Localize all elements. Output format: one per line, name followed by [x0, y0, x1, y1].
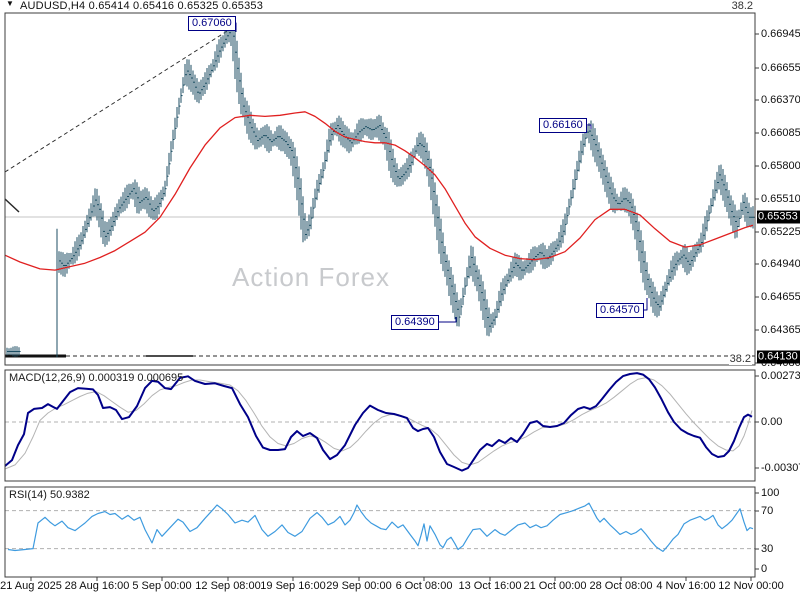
rsi-indicator-label: RSI(14) 50.9382 [9, 489, 90, 501]
price-axis-label: 0.00 [761, 416, 783, 428]
ma-line [4, 111, 754, 271]
rsi-line [7, 502, 754, 553]
price-axis-label: 0.65510 [761, 193, 800, 205]
time-axis-label: 4 Nov 16:00 [656, 580, 716, 592]
time-axis-label: 12 Sep 08:00 [195, 580, 261, 592]
price-axis-label: -0.003077 [761, 462, 800, 474]
price-axis-label: 0 [761, 563, 768, 575]
price-axis-label: 30 [761, 543, 774, 555]
time-axis-label: 21 Oct 00:00 [523, 580, 587, 592]
time-axis-label: 12 Nov 00:00 [718, 580, 784, 592]
price-annotation-box[interactable]: 0.64570 [596, 303, 644, 318]
macd-indicator-label: MACD(12,26,9) 0.000319 0.000695 [9, 372, 184, 384]
price-annotation-box[interactable]: 0.66160 [539, 118, 587, 133]
price-axis-label: 0.66085 [761, 127, 800, 139]
price-axis-label: 100 [761, 487, 780, 499]
current-price-tag: 0.64130 [757, 350, 800, 364]
price-axis-label: 0.66370 [761, 94, 800, 106]
time-axis-label: 21 Aug 2025 [0, 580, 62, 592]
price-axis-label: 0.64365 [761, 324, 800, 336]
time-axis-label: 5 Sep 00:00 [132, 580, 192, 592]
time-axis-label: 28 Oct 08:00 [589, 580, 653, 592]
time-axis-label: 13 Oct 16:00 [458, 580, 522, 592]
price-annotation-box[interactable]: 0.67060 [188, 16, 236, 31]
price-axis-label: 0.66945 [761, 28, 800, 40]
annotation-tail [433, 317, 457, 323]
fib-382-label-bottom: 38.2 [728, 353, 752, 365]
price-bars [6, 19, 755, 358]
symbol-ohlc-title: AUDUSD,H4 0.65414 0.65416 0.65325 0.6535… [20, 0, 264, 12]
current-price-tag: 0.65353 [757, 210, 800, 224]
price-axis-label: 0.64940 [761, 258, 800, 270]
price-axis-label: 0.65800 [761, 160, 800, 172]
price-axis-label: 0.002731 [761, 370, 800, 382]
time-axis-label: 6 Oct 08:00 [395, 580, 453, 592]
price-axis-label: 0.66655 [761, 62, 800, 74]
symbol-dropdown-icon[interactable]: ▼ [6, 0, 14, 8]
watermark: Action Forex [232, 262, 390, 292]
macd-signal-line [4, 377, 753, 470]
price-axis-label: 0.65225 [761, 226, 800, 238]
time-axis-label: 29 Sep 00:00 [326, 580, 392, 592]
title-bar: ▼ AUDUSD,H4 0.65414 0.65416 0.65325 0.65… [0, 0, 800, 13]
price-axis-label: 70 [761, 505, 774, 517]
macd-line [4, 372, 753, 472]
price-annotation-box[interactable]: 0.64390 [391, 315, 439, 330]
time-axis-label: 19 Sep 16:00 [260, 580, 326, 592]
fib-382-label-top: 38.2 [731, 0, 753, 12]
price-axis-label: 0.64655 [761, 291, 800, 303]
time-axis-label: 28 Aug 16:00 [64, 580, 130, 592]
